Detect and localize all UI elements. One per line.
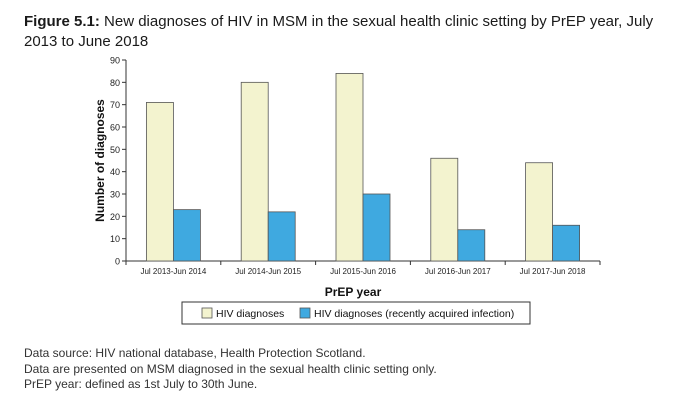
- legend-swatch-recent-infection: [299, 307, 311, 319]
- bar-recent-infection: [172, 209, 201, 262]
- footnotes: Data source: HIV national database, Heal…: [24, 346, 437, 393]
- x-tick-label: Jul 2015-Jun 2016: [330, 267, 396, 276]
- y-tick-label: 60: [110, 123, 120, 133]
- y-tick-label: 80: [110, 78, 120, 88]
- footnote-setting: Data are presented on MSM diagnosed in t…: [24, 361, 437, 376]
- bar-recent-infection: [457, 229, 486, 262]
- legend-label-recent-infection: HIV diagnoses (recently acquired infecti…: [314, 308, 514, 320]
- bar-hiv-diagnoses: [430, 157, 459, 262]
- y-tick-label: 10: [110, 234, 120, 244]
- legend-box: [181, 301, 531, 325]
- figure-caption: New diagnoses of HIV in MSM in the sexua…: [24, 13, 654, 50]
- bar-hiv-diagnoses: [335, 73, 364, 262]
- x-tick-label: Jul 2016-Jun 2017: [425, 267, 491, 276]
- footnote-source: Data source: HIV national database, Heal…: [24, 346, 366, 360]
- y-axis-title: Number of diagnoses: [93, 99, 107, 222]
- legend-swatch-hiv-diagnoses: [201, 307, 213, 319]
- y-tick-label: 50: [110, 145, 120, 155]
- x-tick-label: Jul 2014-Jun 2015: [235, 267, 301, 276]
- x-tick-label: Jul 2017-Jun 2018: [520, 267, 586, 276]
- y-tick-label: 0: [115, 257, 120, 267]
- y-tick-label: 40: [110, 167, 120, 177]
- figure-title: Figure 5.1: New diagnoses of HIV in MSM …: [24, 12, 684, 52]
- x-tick-label: Jul 2013-Jun 2014: [140, 267, 206, 276]
- y-tick-label: 90: [110, 56, 120, 66]
- y-tick-label: 70: [110, 100, 120, 110]
- footnote-prep-year: PrEP year: defined as 1st July to 30th J…: [24, 377, 258, 391]
- y-tick-label: 20: [110, 212, 120, 222]
- legend-label-hiv-diagnoses: HIV diagnoses: [216, 308, 284, 320]
- y-tick-label: 30: [110, 190, 120, 200]
- x-axis-title: PrEP year: [325, 285, 382, 299]
- bar-recent-infection: [267, 211, 296, 262]
- bar-hiv-diagnoses: [240, 81, 269, 262]
- bar-hiv-diagnoses: [525, 162, 553, 262]
- bar-recent-infection: [362, 193, 391, 262]
- figure-label: Figure 5.1:: [24, 13, 100, 30]
- bar-recent-infection: [552, 224, 580, 262]
- bar-hiv-diagnoses: [145, 102, 174, 262]
